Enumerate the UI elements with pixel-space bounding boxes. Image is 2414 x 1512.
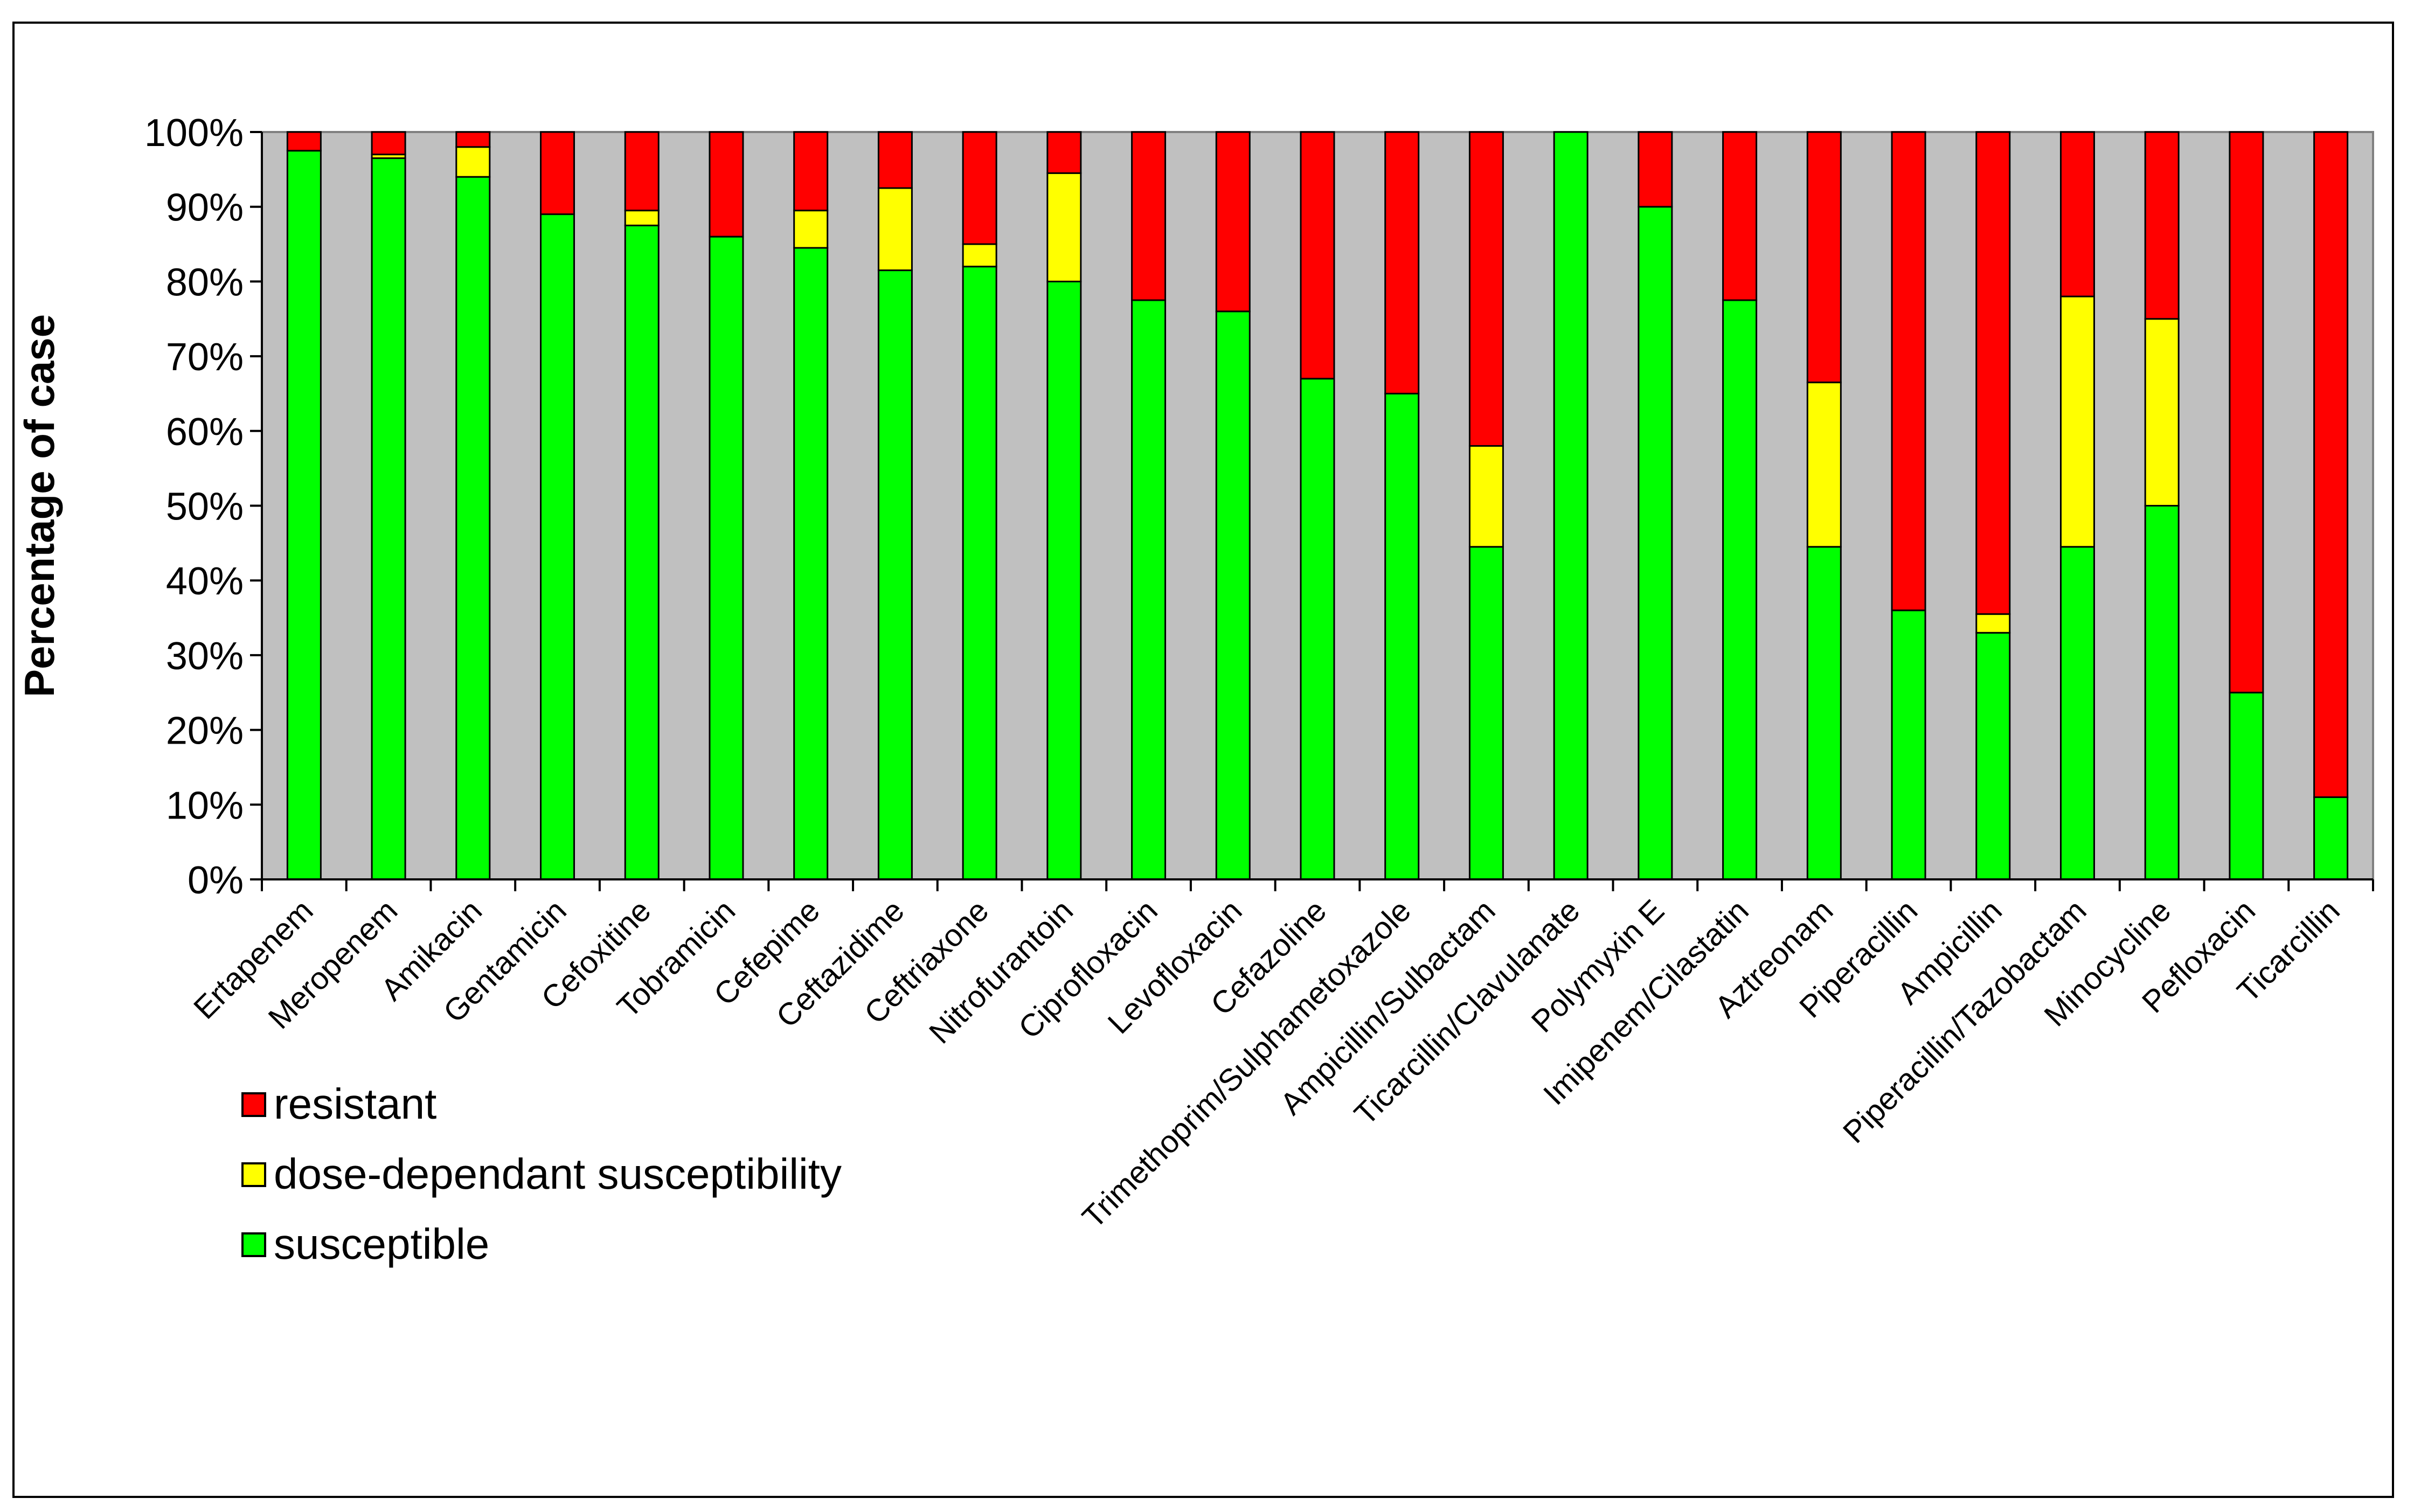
y-axis: 0% 10% 20% 30% 40% 50% 60% 70% 80% 90% 100%: [144, 112, 263, 902]
bar-minocycline-dose-dependant-susceptibility: [2144, 318, 2180, 507]
bar-ticarcillin-susceptible: [2313, 796, 2349, 880]
bar-imipenem-cilastatin-resistant: [1722, 131, 1758, 301]
legend-swatch-susceptible: [241, 1232, 266, 1257]
bar-ciprofloxacin-resistant: [1131, 131, 1167, 301]
y-tick-label: 40%: [166, 560, 244, 603]
bar-amikacin-dose-dependant-susceptibility: [455, 146, 491, 178]
bar-ceftazidime-dose-dependant-susceptibility: [877, 187, 913, 272]
bar-pefloxacin-resistant: [2229, 131, 2264, 693]
bar-nitrofurantoin-susceptible: [1046, 280, 1082, 880]
bar-nitrofurantoin-resistant: [1046, 131, 1082, 174]
bar-ceftriaxone-resistant: [962, 131, 997, 245]
bar-trimethoprim-sulphametoxazole-susceptible: [1384, 392, 1420, 880]
legend: resistant dose-dependant susceptibility su…: [241, 1080, 842, 1268]
bar-aztreonam-resistant: [1806, 131, 1842, 384]
bar-pefloxacin-susceptible: [2229, 691, 2264, 880]
bar-ceftriaxone-susceptible: [962, 266, 997, 880]
y-tick-label: 0%: [188, 859, 244, 902]
bar-ciprofloxacin-susceptible: [1131, 299, 1167, 880]
bar-piperacillin-tazobactam-resistant: [2059, 131, 2095, 297]
legend-label-resistant: resistant: [274, 1080, 436, 1128]
bar-cefazoline-resistant: [1300, 131, 1335, 380]
bar-tobramicin-susceptible: [709, 235, 744, 880]
bar-cefoxitine-resistant: [624, 131, 660, 212]
bar-minocycline-resistant: [2144, 131, 2180, 320]
legend-swatch-dose-dependant-susceptibility: [241, 1162, 266, 1187]
bar-aztreonam-susceptible: [1806, 546, 1842, 880]
bar-meropenem-susceptible: [371, 157, 406, 880]
bar-gentamicin-resistant: [540, 131, 575, 216]
bar-ampicillin-dose-dependant-susceptibility: [1975, 613, 2011, 634]
bar-amikacin-resistant: [455, 131, 491, 148]
bar-ampicillin-sulbactam-resistant: [1468, 131, 1504, 447]
bar-levofloxacin-susceptible: [1215, 310, 1251, 880]
bar-minocycline-susceptible: [2144, 505, 2180, 880]
bar-cefoxitine-dose-dependant-susceptibility: [624, 210, 660, 226]
bar-cefepime-dose-dependant-susceptibility: [793, 210, 829, 249]
bar-levofloxacin-resistant: [1215, 131, 1251, 313]
bar-amikacin-susceptible: [455, 176, 491, 880]
y-tick-label: 50%: [166, 485, 244, 529]
bar-piperacillin-susceptible: [1891, 609, 1926, 880]
bar-piperacillin-resistant: [1891, 131, 1926, 612]
y-tick-label: 80%: [166, 261, 244, 304]
bar-cefazoline-susceptible: [1300, 378, 1335, 880]
bar-ampicillin-resistant: [1975, 131, 2011, 615]
y-axis-title: Percentage of case: [16, 314, 63, 697]
bar-cefepime-susceptible: [793, 247, 829, 880]
bar-imipenem-cilastatin-susceptible: [1722, 299, 1758, 880]
bars: [286, 131, 2349, 880]
y-tick-label: 70%: [166, 336, 244, 379]
legend-label-dose-dependant-susceptibility: dose-dependant susceptibility: [274, 1150, 842, 1198]
bar-ceftazidime-susceptible: [877, 269, 913, 880]
bar-ertapenem-resistant: [286, 131, 322, 152]
bar-polymyxin-e-resistant: [1638, 131, 1673, 208]
bar-ceftriaxone-dose-dependant-susceptibility: [962, 243, 997, 268]
bar-trimethoprim-sulphametoxazole-resistant: [1384, 131, 1420, 394]
bar-meropenem-resistant: [371, 131, 406, 156]
x-tick-label: Nitrofurantoin: [922, 893, 1080, 1050]
bar-piperacillin-tazobactam-dose-dependant-susceptibility: [2059, 295, 2095, 548]
bar-ceftazidime-resistant: [877, 131, 913, 189]
y-tick-label: 20%: [166, 710, 244, 753]
bar-aztreonam-dose-dependant-susceptibility: [1806, 382, 1842, 548]
y-tick-label: 90%: [166, 186, 244, 230]
bar-ertapenem-susceptible: [286, 150, 322, 880]
y-tick-label: 30%: [166, 635, 244, 678]
bar-ampicillin-susceptible: [1975, 632, 2011, 880]
y-tick-label: 100%: [144, 112, 244, 155]
legend-swatch-resistant: [241, 1092, 266, 1117]
y-tick-label: 60%: [166, 411, 244, 454]
bar-ampicillin-sulbactam-susceptible: [1468, 546, 1504, 880]
bar-piperacillin-tazobactam-susceptible: [2059, 546, 2095, 880]
bar-tobramicin-resistant: [709, 131, 744, 238]
bar-ampicillin-sulbactam-dose-dependant-susceptibility: [1468, 445, 1504, 548]
bar-polymyxin-e-susceptible: [1638, 206, 1673, 880]
bar-nitrofurantoin-dose-dependant-susceptibility: [1046, 172, 1082, 282]
bar-gentamicin-susceptible: [540, 213, 575, 880]
bar-cefoxitine-susceptible: [624, 224, 660, 880]
y-tick-label: 10%: [166, 784, 244, 827]
legend-label-susceptible: susceptible: [274, 1220, 489, 1268]
bar-cefepime-resistant: [793, 131, 829, 212]
bar-ticarcillin-resistant: [2313, 131, 2349, 798]
bar-ticarcillin-clavulanate-susceptible: [1553, 131, 1588, 880]
